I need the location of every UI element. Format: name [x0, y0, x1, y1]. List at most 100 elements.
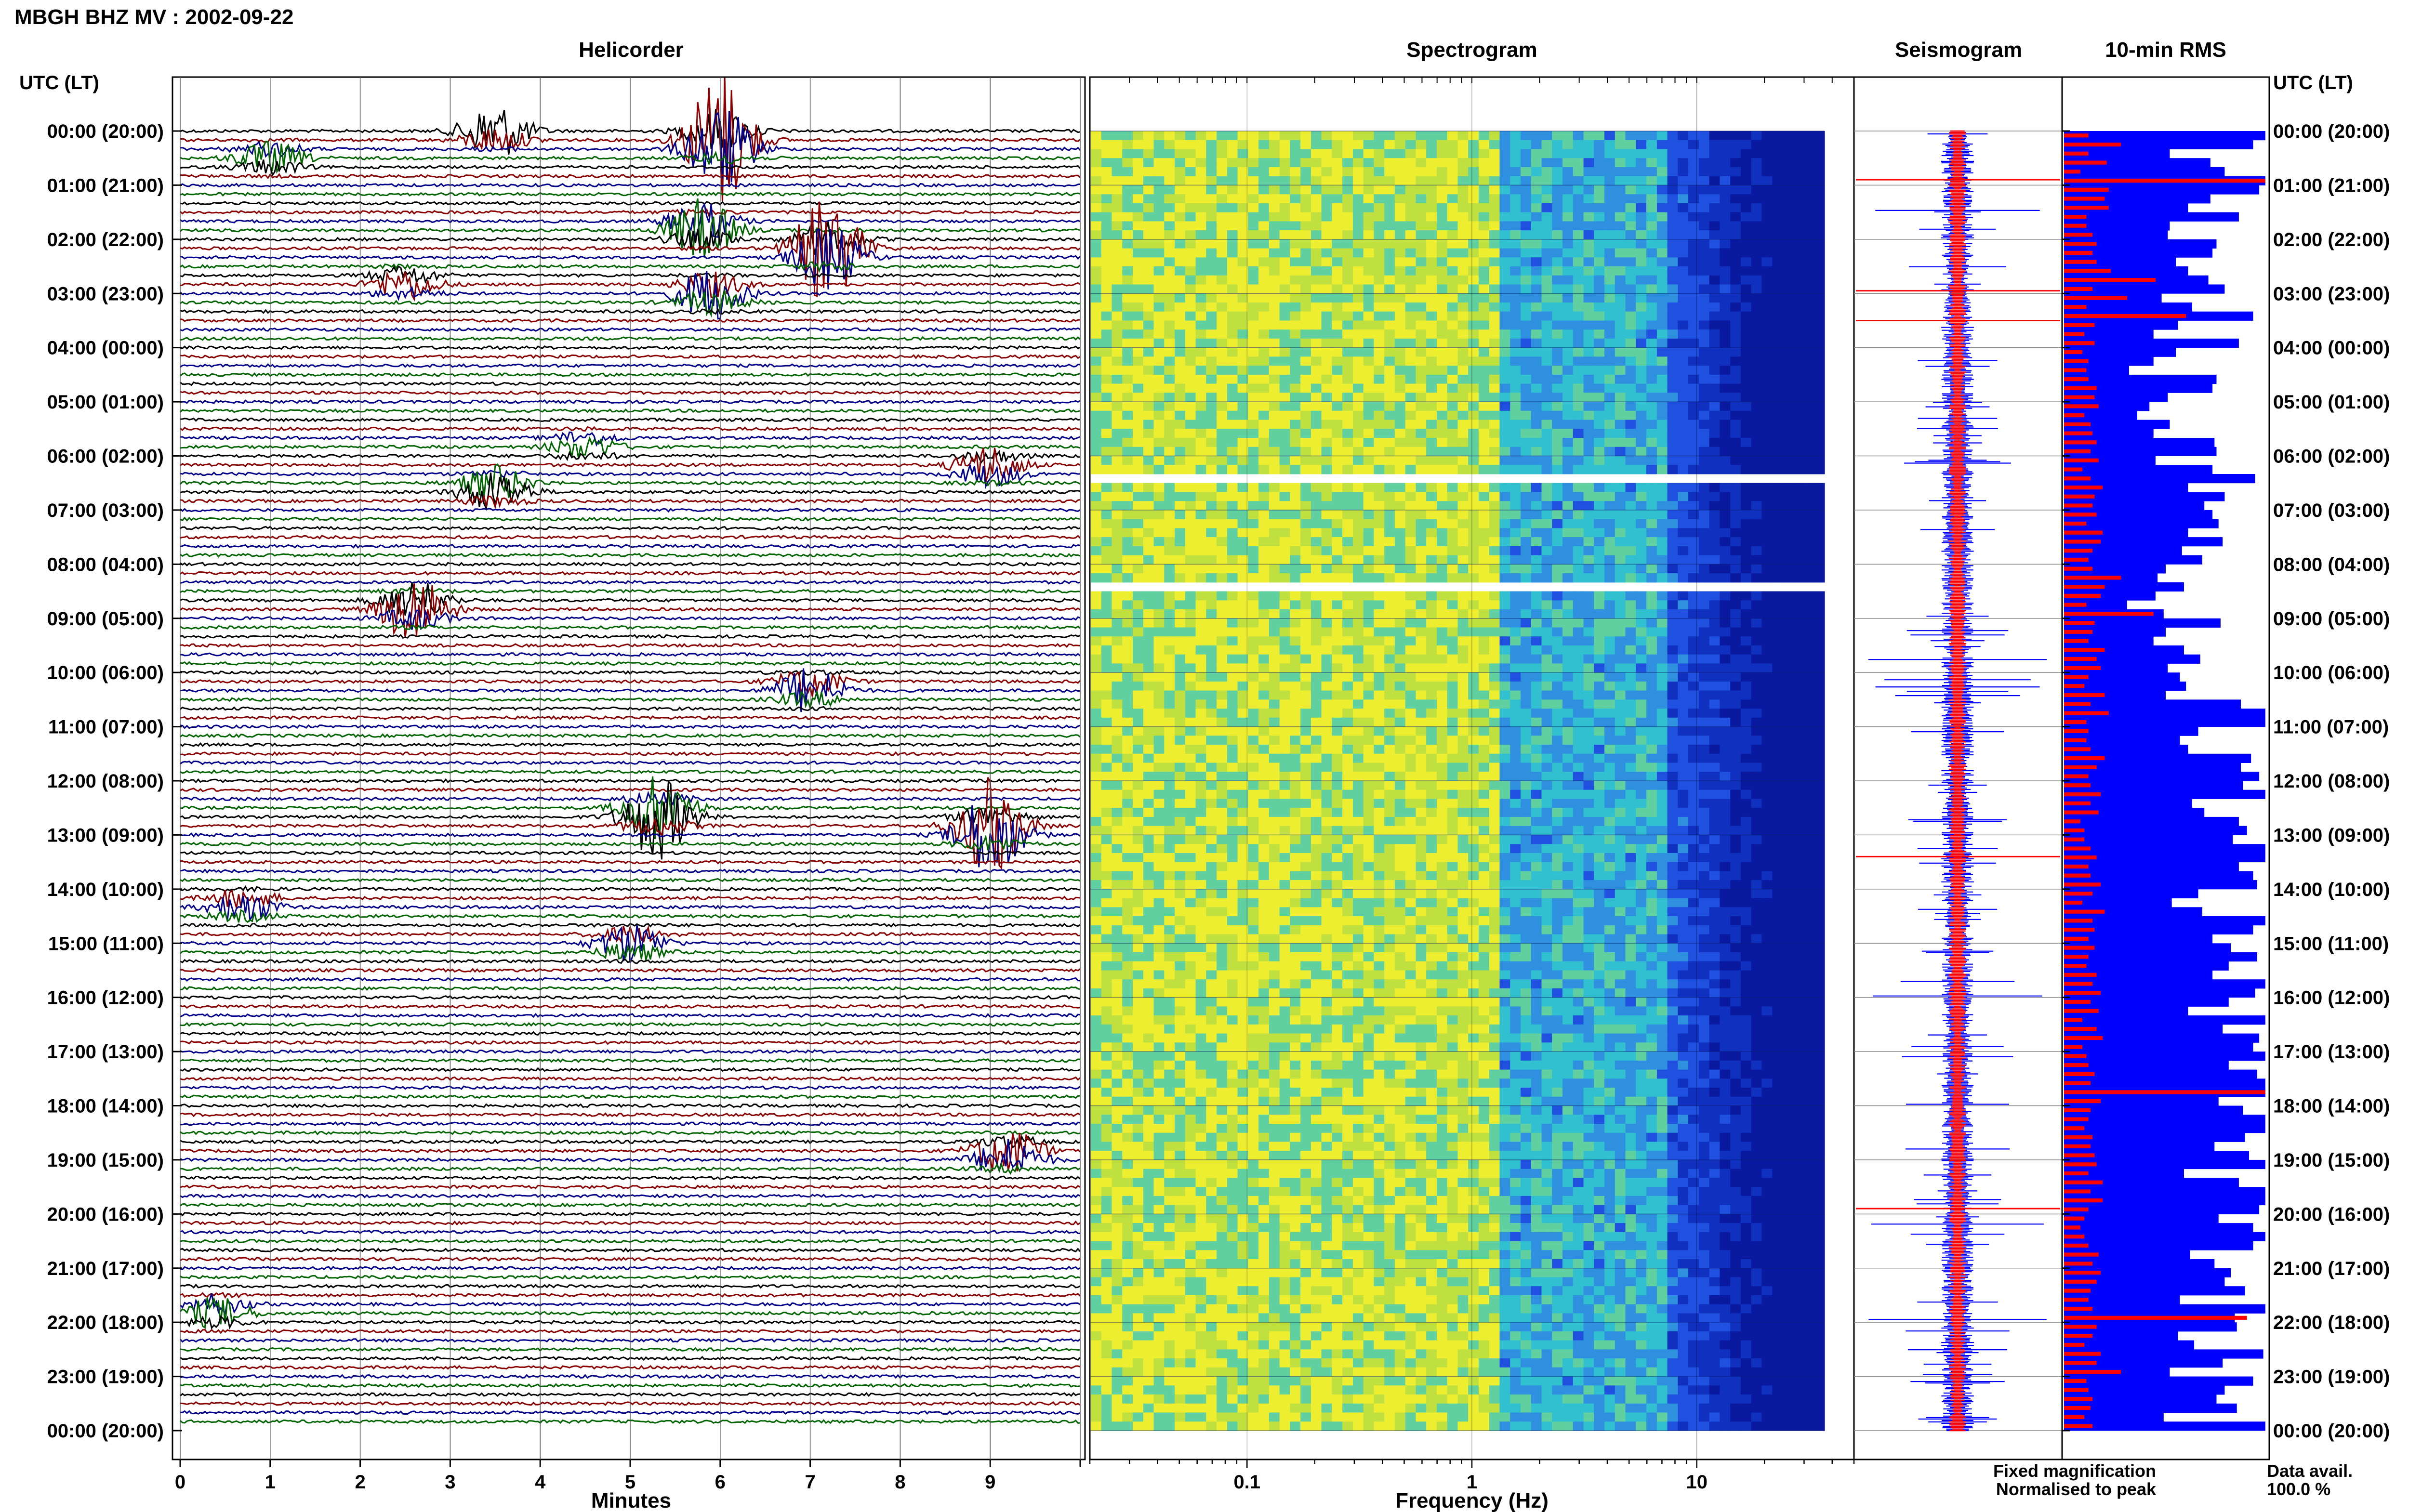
spectrogram-cell — [1101, 663, 1112, 673]
spectrogram-cell — [1499, 194, 1510, 204]
spectrogram-cell — [1499, 149, 1510, 158]
spectrogram-cell — [1153, 627, 1165, 637]
spectrogram-cell — [1510, 302, 1521, 312]
spectrogram-cell — [1636, 546, 1647, 556]
spectrogram-cell — [1332, 645, 1343, 655]
spectrogram-cell — [1101, 311, 1112, 321]
spectrogram-cell — [1730, 338, 1741, 348]
spectrogram-cell — [1426, 672, 1437, 682]
spectrogram-cell — [1374, 745, 1385, 754]
spectrogram-cell — [1227, 320, 1238, 330]
spectrogram-cell — [1164, 456, 1175, 465]
spectrogram-cell — [1740, 347, 1752, 357]
spectrogram-cell — [1153, 745, 1165, 754]
spectrogram-cell — [1604, 347, 1615, 357]
spectrogram-cell — [1164, 131, 1175, 141]
spectrogram-cell — [1363, 429, 1375, 438]
spectrogram-cell — [1164, 745, 1175, 754]
spectrogram-cell — [1112, 501, 1123, 511]
spectrogram-cell — [1562, 311, 1574, 321]
spectrogram-cell — [1510, 537, 1521, 547]
spectrogram-cell — [1667, 131, 1678, 141]
spectrogram-cell — [1761, 753, 1773, 763]
spectrogram-cell — [1761, 510, 1773, 520]
spectrogram-cell — [1342, 257, 1353, 267]
spectrogram-cell — [1416, 492, 1427, 501]
spectrogram-cell — [1352, 546, 1364, 556]
spectrogram-cell — [1227, 194, 1238, 204]
spectrogram-cell — [1562, 745, 1574, 754]
spectrogram-cell — [1091, 546, 1102, 556]
spectrogram-cell — [1394, 266, 1406, 276]
spectrogram-cell — [1437, 745, 1448, 754]
spectrogram-cell — [1394, 492, 1406, 501]
spectrogram-cell — [1698, 447, 1710, 457]
spectrogram-cell — [1217, 347, 1228, 357]
spectrogram-cell — [1091, 374, 1102, 384]
spectrogram-cell — [1133, 627, 1144, 637]
spectrogram-cell — [1468, 501, 1479, 511]
spectrogram-cell — [1552, 284, 1563, 294]
spectrogram-cell — [1761, 709, 1773, 718]
spectrogram-cell — [1300, 239, 1311, 249]
spectrogram-cell — [1374, 591, 1385, 601]
spectrogram-cell — [1206, 239, 1217, 249]
spectrogram-cell — [1091, 726, 1102, 736]
spectrogram-cell — [1416, 456, 1427, 465]
spectrogram-cell — [1269, 293, 1280, 303]
spectrogram-cell — [1761, 618, 1773, 628]
spectrogram-cell — [1363, 221, 1375, 231]
spectrogram-cell — [1321, 176, 1332, 185]
spectrogram-cell — [1730, 383, 1741, 393]
spectrogram-cell — [1279, 302, 1290, 312]
spectrogram-cell — [1363, 609, 1375, 619]
spectrogram-cell — [1206, 194, 1217, 204]
spectrogram-cell — [1416, 429, 1427, 438]
spectrogram-cell — [1552, 483, 1563, 492]
spectrogram-cell — [1122, 717, 1133, 727]
spectrogram-cell — [1237, 383, 1248, 393]
spectrogram-cell — [1720, 709, 1731, 718]
spectrogram-cell — [1153, 699, 1165, 709]
spectrogram-cell — [1342, 501, 1353, 511]
spectrogram-cell — [1772, 158, 1783, 168]
spectrogram-cell — [1772, 410, 1783, 421]
spectrogram-cell — [1153, 366, 1165, 375]
spectrogram-cell — [1384, 293, 1395, 303]
spectrogram-cell — [1237, 618, 1248, 628]
spectrogram-cell — [1803, 690, 1814, 700]
spectrogram-cell — [1489, 140, 1500, 149]
spectrogram-cell — [1153, 447, 1165, 457]
spectrogram-cell — [1772, 573, 1783, 583]
spectrogram-cell — [1531, 591, 1542, 601]
spectrogram-cell — [1185, 185, 1196, 195]
spectrogram-cell — [1405, 600, 1416, 610]
spectrogram-cell — [1133, 753, 1144, 763]
spectrogram-cell — [1636, 447, 1647, 457]
spectrogram-cell — [1217, 311, 1228, 321]
spectrogram-cell — [1552, 681, 1563, 691]
spectrogram-cell — [1678, 709, 1689, 718]
spectrogram-cell — [1195, 320, 1206, 330]
spectrogram-cell — [1185, 663, 1196, 673]
spectrogram-cell — [1562, 672, 1574, 682]
spectrogram-cell — [1122, 158, 1133, 168]
spectrogram-cell — [1698, 492, 1710, 501]
spectrogram-cell — [1730, 564, 1741, 574]
spectrogram-cell — [1426, 302, 1437, 312]
spectrogram-cell — [1489, 501, 1500, 511]
spectrogram-cell — [1615, 366, 1626, 375]
spectrogram-cell — [1720, 510, 1731, 520]
spectrogram-cell — [1761, 393, 1773, 402]
spectrogram-cell — [1552, 131, 1563, 141]
spectrogram-cell — [1489, 194, 1500, 204]
spectrogram-cell — [1133, 573, 1144, 583]
spectrogram-cell — [1468, 709, 1479, 718]
spectrogram-cell — [1499, 176, 1510, 185]
spectrogram-cell — [1562, 699, 1574, 709]
spectrogram-cell — [1101, 230, 1112, 240]
spectrogram-cell — [1342, 338, 1353, 348]
spectrogram-cell — [1258, 311, 1270, 321]
spectrogram-cell — [1332, 726, 1343, 736]
spectrogram-cell — [1667, 717, 1678, 727]
